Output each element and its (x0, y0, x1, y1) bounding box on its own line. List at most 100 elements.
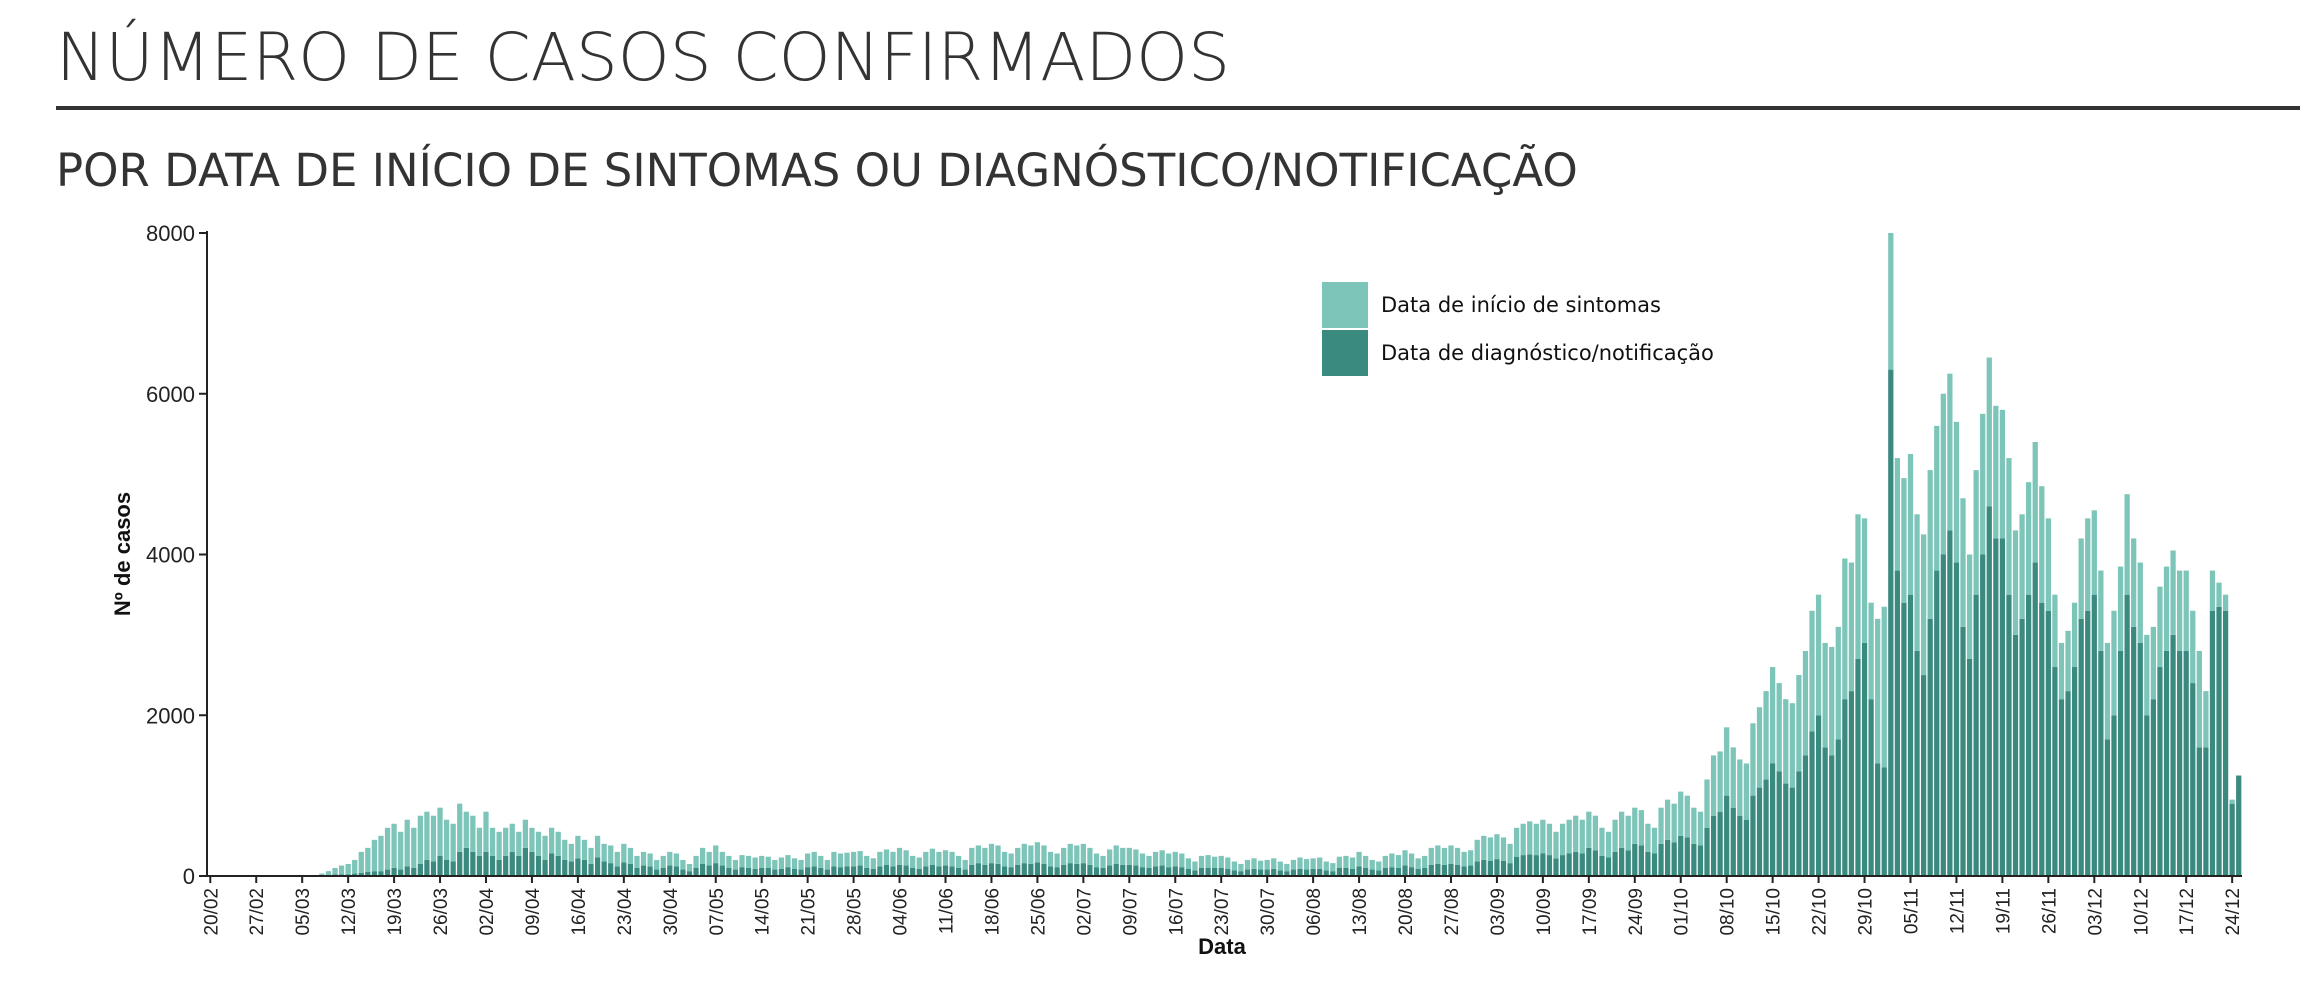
bar-segment (496, 831, 502, 860)
bar-segment (2236, 775, 2242, 876)
bar-segment (772, 859, 778, 870)
bar-segment (476, 855, 483, 876)
bar-segment (1441, 864, 1448, 876)
bar-segment (1494, 859, 1500, 876)
bar-segment (1389, 867, 1395, 876)
bar-segment (1310, 858, 1316, 869)
bar-segment (509, 851, 515, 876)
bar-segment (739, 855, 745, 868)
bar-segment (1619, 811, 1625, 848)
bar-segment (1021, 843, 1027, 864)
bar-segment (1796, 771, 1802, 876)
bar-segment (864, 855, 870, 868)
bar-segment (759, 867, 765, 876)
bar-segment (1940, 554, 1946, 876)
bar-segment (1632, 807, 1638, 844)
bar-segment (1684, 795, 1690, 838)
bar-segment (1770, 667, 1776, 764)
bar-segment (601, 843, 607, 862)
bar-segment (811, 866, 817, 876)
bar-segment (811, 851, 817, 867)
bar-segment (2058, 699, 2065, 876)
bar-segment (1789, 787, 1795, 876)
bar-segment (1789, 703, 1795, 788)
bar-segment (1868, 602, 1874, 700)
bar-segment (1540, 853, 1546, 876)
bar-segment (1907, 594, 1914, 876)
bar-segment (1770, 763, 1776, 876)
bar-segment (680, 859, 686, 870)
bar-segment (1067, 863, 1073, 876)
bar-segment (732, 869, 739, 876)
x-tick-label: 19/03 (385, 888, 406, 936)
bar-segment (1881, 767, 1887, 876)
bar-segment (338, 865, 345, 875)
bar-segment (1737, 815, 1743, 876)
bar-segment (1310, 868, 1316, 876)
bar-segment (1566, 853, 1572, 876)
bar-segment (818, 867, 824, 876)
bar-segment (1881, 606, 1887, 768)
bar-segment (1074, 845, 1080, 864)
bar-segment (2177, 650, 2183, 876)
x-tick-label: 29/10 (1856, 888, 1877, 936)
bar-segment (1185, 858, 1192, 869)
bar-segment (1152, 851, 1159, 867)
bar-segment (555, 831, 561, 856)
bar-segment (1100, 855, 1106, 868)
x-tick-label: 20/08 (1396, 888, 1417, 936)
bar-segment (975, 863, 981, 876)
bar-segment (1835, 626, 1841, 740)
bar-segment (1244, 869, 1251, 876)
bar-segment (1986, 357, 1992, 507)
bar-segment (1198, 867, 1205, 876)
bar-segment (2078, 618, 2084, 876)
bar-segment (1704, 827, 1710, 876)
bar-segment (1750, 723, 1756, 796)
bar-segment (1914, 650, 1920, 876)
y-tick-label: 2000 (146, 703, 195, 728)
bar-segment (2216, 582, 2222, 607)
bar-segment (489, 827, 496, 856)
x-tick-label: 03/12 (2085, 888, 2106, 936)
bar-segment (1087, 847, 1093, 865)
bar-segment (667, 851, 673, 866)
bar-segment (1763, 691, 1769, 780)
bar-segment (1231, 870, 1237, 876)
bar-segment (594, 835, 601, 858)
bar-segment (1815, 594, 1822, 716)
bar-segment (1848, 691, 1855, 876)
bar-segment (634, 855, 640, 868)
bar-segment (673, 866, 679, 876)
x-tick-label: 18/06 (982, 888, 1003, 936)
bar-segment (1920, 534, 1927, 676)
bar-segment (1468, 865, 1474, 876)
bar-segment (2183, 650, 2189, 876)
chart-subtitle: POR DATA DE INÍCIO DE SINTOMAS OU DIAGNÓ… (56, 144, 1578, 197)
x-tick-label: 07/05 (707, 888, 728, 936)
bar-segment (1875, 618, 1881, 764)
bar-segment (371, 871, 378, 876)
bar-segment (2006, 458, 2012, 595)
bar-segment (1179, 853, 1185, 868)
bar-segment (1192, 861, 1198, 871)
bar-segment (1041, 863, 1047, 876)
bar-segment (1934, 570, 1940, 876)
bar-segment (1605, 831, 1612, 858)
bar-segment (1586, 847, 1592, 876)
bar-segment (1710, 815, 1717, 876)
bar-segment (640, 851, 647, 866)
x-tick-label: 26/03 (431, 888, 452, 936)
bar-segment (1356, 851, 1362, 867)
bar-segment (1054, 853, 1060, 868)
bar-segment (1559, 855, 1566, 876)
bar-segment (457, 803, 463, 852)
bar-segment (1776, 683, 1782, 772)
bar-segment (2190, 610, 2196, 684)
bar-segment (1277, 861, 1283, 871)
bar-segment (877, 851, 883, 867)
bar-segment (1435, 845, 1441, 864)
bar-segment (2019, 514, 2025, 619)
bar-segment (896, 847, 903, 865)
bar-segment (1461, 866, 1467, 876)
